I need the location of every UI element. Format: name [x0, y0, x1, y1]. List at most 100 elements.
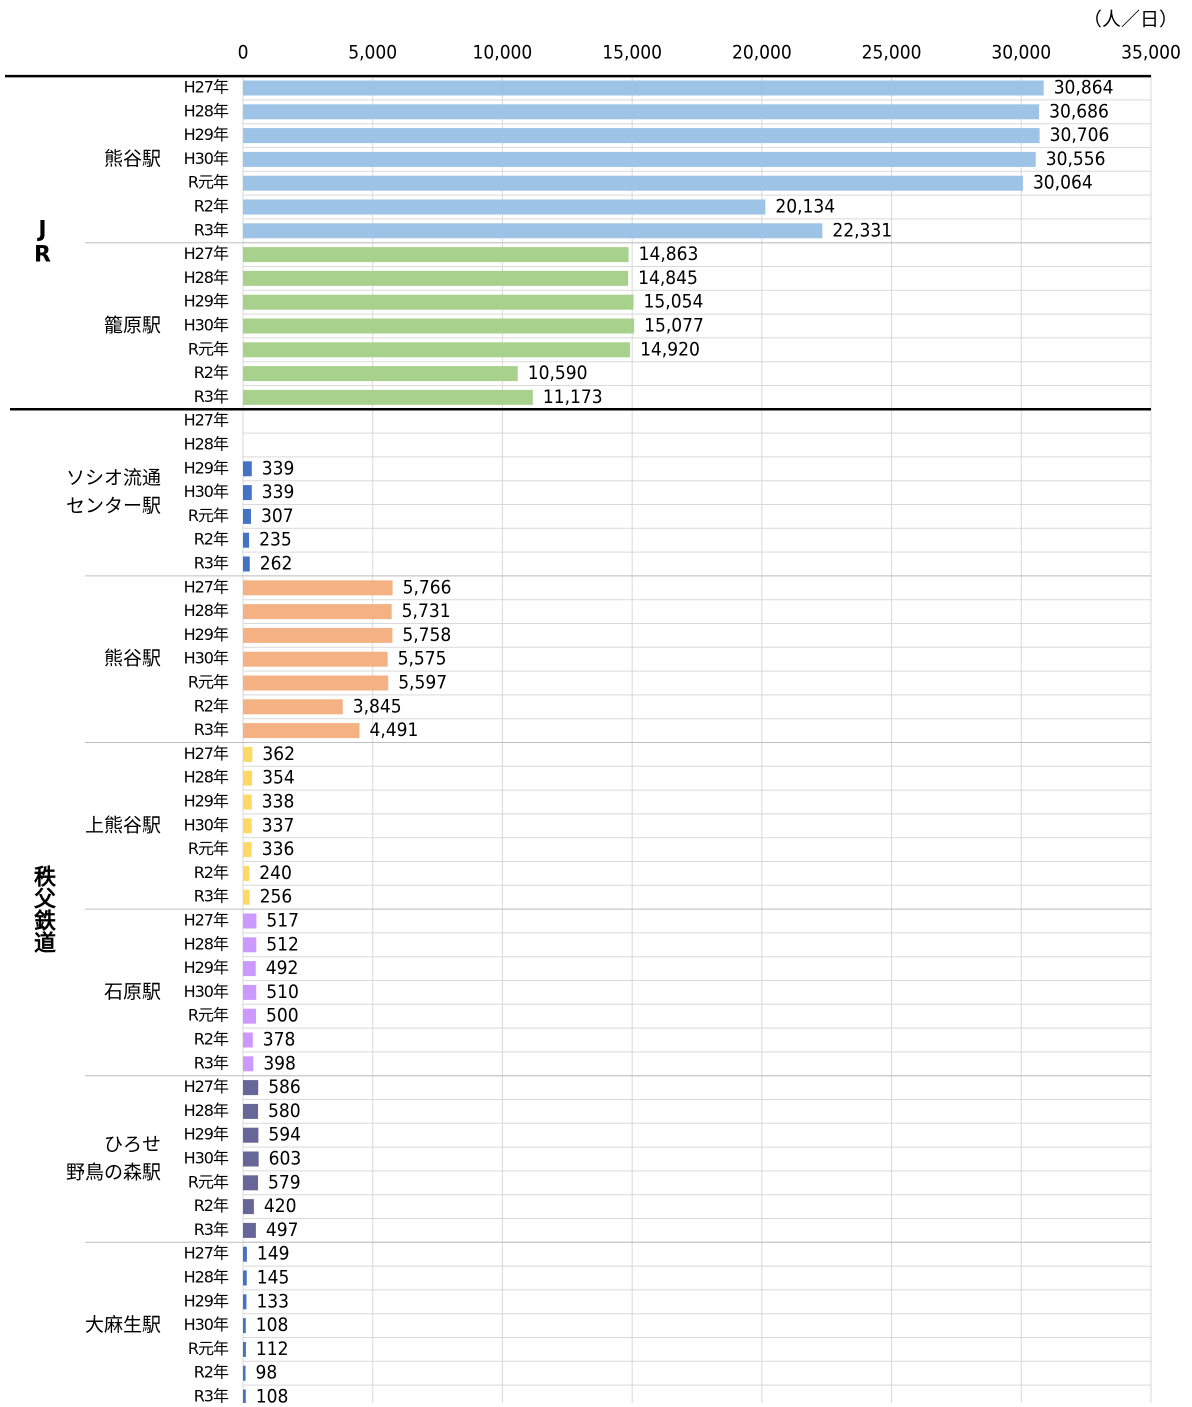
- value-label: 510: [266, 981, 299, 1003]
- year-label: R2年: [194, 863, 229, 882]
- value-label: 14,845: [638, 267, 698, 289]
- bar: [243, 889, 250, 905]
- value-label: 500: [266, 1005, 299, 1027]
- year-label: H27年: [184, 1244, 229, 1263]
- year-label: R2年: [194, 696, 229, 715]
- bar: [243, 223, 823, 239]
- value-label: 256: [260, 886, 293, 908]
- year-label: H28年: [184, 1268, 229, 1287]
- bar: [243, 461, 252, 477]
- company-label: JR: [30, 218, 55, 268]
- year-label: H29年: [184, 125, 229, 144]
- value-label: 420: [264, 1195, 297, 1217]
- year-label: R元年: [188, 173, 229, 192]
- station-label: 熊谷駅: [104, 148, 161, 170]
- year-label: R元年: [188, 339, 229, 358]
- bar: [243, 1151, 259, 1167]
- year-label: R3年: [194, 1220, 229, 1239]
- station-label: 大麻生駅: [85, 1314, 161, 1336]
- value-label: 14,920: [640, 338, 700, 360]
- station-label: 籠原駅: [104, 315, 161, 337]
- value-label: 5,758: [402, 624, 451, 646]
- bar: [243, 556, 250, 572]
- year-label: H28年: [184, 934, 229, 953]
- value-label: 22,331: [832, 219, 892, 241]
- value-label: 579: [268, 1171, 301, 1193]
- value-label: 512: [266, 933, 299, 955]
- station-label: センター駅: [66, 495, 161, 517]
- bar: [243, 984, 257, 1000]
- value-label: 30,864: [1054, 77, 1114, 99]
- value-label: 149: [257, 1243, 290, 1265]
- bar: [243, 1056, 254, 1072]
- bar: [243, 1389, 246, 1405]
- bar: [243, 532, 250, 548]
- year-label: H30年: [184, 982, 229, 1001]
- station-label: 熊谷駅: [104, 648, 161, 670]
- bar: [243, 1199, 254, 1215]
- value-label: 354: [262, 767, 295, 789]
- value-label: 30,706: [1050, 124, 1110, 146]
- year-label: H27年: [184, 577, 229, 596]
- bar: [243, 80, 1044, 96]
- year-label: H29年: [184, 292, 229, 311]
- year-label: H30年: [184, 482, 229, 501]
- year-label: H27年: [184, 1077, 229, 1096]
- value-label: 3,845: [353, 695, 402, 717]
- bar: [243, 1222, 256, 1238]
- value-label: 307: [261, 505, 294, 527]
- value-label: 108: [256, 1386, 289, 1404]
- year-label: R元年: [188, 839, 229, 858]
- x-tick-label: 20,000: [732, 42, 792, 64]
- station-label: ひろせ: [104, 1134, 161, 1156]
- bar: [243, 1318, 246, 1334]
- bar: [243, 128, 1040, 144]
- value-label: 603: [269, 1148, 302, 1170]
- x-tick-label: 15,000: [602, 42, 662, 64]
- value-label: 15,054: [644, 291, 704, 313]
- year-label: H29年: [184, 1125, 229, 1144]
- year-label: H29年: [184, 792, 229, 811]
- value-label: 145: [257, 1267, 290, 1289]
- year-label: H29年: [184, 458, 229, 477]
- x-tick-label: 35,000: [1121, 42, 1181, 64]
- bar: [243, 961, 256, 977]
- bar: [243, 1032, 253, 1048]
- value-label: 5,766: [403, 576, 452, 598]
- bar: [243, 175, 1023, 191]
- bar: [243, 366, 518, 382]
- year-label: H28年: [184, 601, 229, 620]
- bar: [243, 651, 388, 667]
- year-label: R3年: [194, 720, 229, 739]
- value-label: 580: [268, 1100, 301, 1122]
- value-label: 4,491: [370, 719, 419, 741]
- year-label: H27年: [184, 911, 229, 930]
- year-label: H27年: [184, 244, 229, 263]
- value-label: 11,173: [543, 386, 603, 408]
- year-label: R元年: [188, 1172, 229, 1191]
- year-label: H30年: [184, 316, 229, 335]
- year-label: H30年: [184, 815, 229, 834]
- bar: [243, 247, 629, 263]
- bar: [243, 1365, 246, 1381]
- value-label: 112: [256, 1338, 289, 1360]
- bar: [243, 1008, 256, 1024]
- bar: [243, 151, 1036, 167]
- station-label: 石原駅: [104, 981, 161, 1003]
- value-label: 235: [259, 529, 292, 551]
- bar: [243, 1270, 247, 1286]
- bar: [243, 794, 252, 810]
- value-label: 30,556: [1046, 148, 1106, 170]
- bar: [243, 1127, 259, 1143]
- x-tick-label: 5,000: [348, 42, 397, 64]
- bar: [243, 937, 257, 953]
- bar: [243, 818, 252, 834]
- year-label: H29年: [184, 625, 229, 644]
- year-label: R2年: [194, 1030, 229, 1049]
- bar: [243, 199, 766, 215]
- station-label: 上熊谷駅: [85, 814, 161, 836]
- year-label: R元年: [188, 673, 229, 692]
- year-label: R元年: [188, 1006, 229, 1025]
- bar: [243, 604, 392, 620]
